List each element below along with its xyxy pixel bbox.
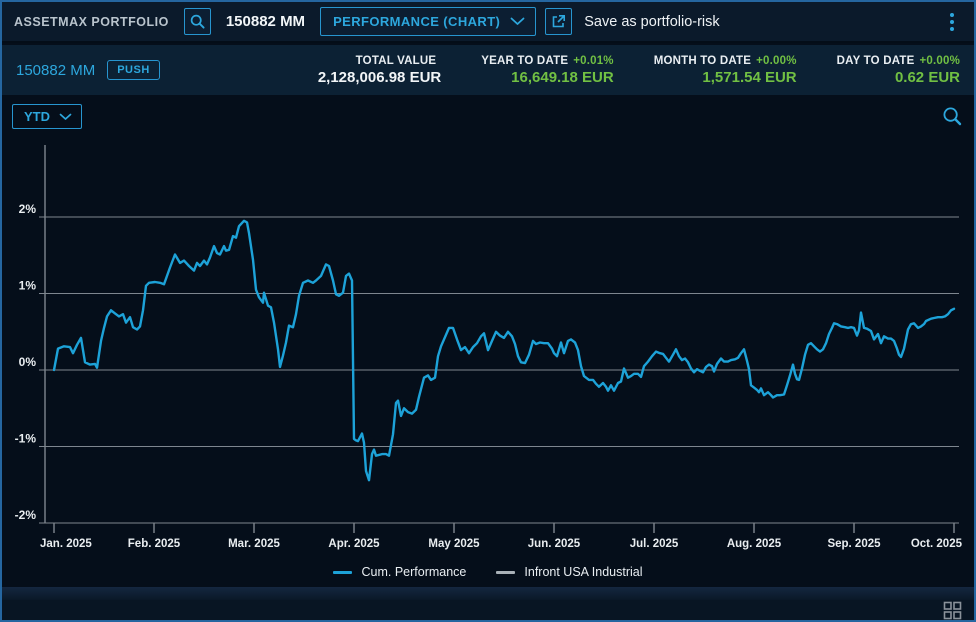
layout-grid-button[interactable]	[943, 601, 962, 620]
x-tick-label: Sep. 2025	[827, 538, 881, 550]
legend-swatch-cyan	[333, 570, 353, 574]
push-badge[interactable]: PUSH	[107, 60, 160, 80]
summary-bar: 150882 MM PUSH TOTAL VALUE 2,128,006.98 …	[2, 45, 974, 95]
x-tick-label: Feb. 2025	[128, 538, 181, 550]
stat-value: 16,649.18 EUR	[511, 68, 614, 86]
x-tick-label: Jul. 2025	[630, 538, 679, 550]
portfolio-id: 150882 MM	[225, 13, 306, 30]
legend-item-cum-performance[interactable]: Cum. Performance	[333, 565, 466, 579]
x-tick-label: Mar. 2025	[228, 538, 280, 550]
stat-month-to-date: MONTH TO DATE +0.00% 1,571.54 EUR	[654, 55, 797, 86]
chart-toolbar: YTD	[2, 104, 974, 132]
app-title: ASSETMAX PORTFOLIO	[14, 14, 169, 29]
footer-strip	[2, 587, 974, 600]
stat-year-to-date: YEAR TO DATE +0.01% 16,649.18 EUR	[481, 55, 614, 86]
y-tick-label: -1%	[15, 432, 37, 446]
legend-swatch-gray	[496, 570, 516, 574]
y-tick-label: 0%	[19, 355, 37, 369]
summary-portfolio-name: 150882 MM	[16, 61, 96, 79]
open-external-button[interactable]	[545, 8, 573, 35]
grid-2x2-icon	[943, 601, 962, 620]
x-tick-label: Apr. 2025	[328, 538, 380, 550]
y-tick-label: 1%	[19, 279, 37, 293]
footer-bar	[2, 600, 974, 620]
stat-pct: +0.00%	[919, 54, 960, 67]
chevron-down-icon	[510, 17, 525, 26]
stat-label: TOTAL VALUE	[355, 54, 437, 67]
y-tick-label: -2%	[15, 508, 37, 522]
view-selector-value: PERFORMANCE (CHART)	[333, 14, 501, 29]
legend-label: Cum. Performance	[361, 565, 467, 579]
legend-item-infront-usa-industrial[interactable]: Infront USA Industrial	[496, 565, 643, 579]
stat-day-to-date: DAY TO DATE +0.00% 0.62 EUR	[837, 55, 960, 86]
x-tick-label: Oct. 2025	[911, 538, 963, 550]
stat-value: 2,128,006.98 EUR	[317, 68, 442, 86]
stat-value: 1,571.54 EUR	[702, 68, 797, 86]
kebab-vertical-icon	[950, 12, 954, 31]
chart-zoom-button[interactable]	[940, 104, 964, 128]
view-selector-dropdown[interactable]: PERFORMANCE (CHART)	[320, 7, 537, 36]
summary-stats: TOTAL VALUE 2,128,006.98 EUR YEAR TO DAT…	[318, 55, 960, 86]
top-bar: ASSETMAX PORTFOLIO 150882 MM PERFORMANCE…	[2, 2, 974, 43]
y-tick-label: 2%	[19, 202, 37, 216]
stat-label: MONTH TO DATE	[653, 54, 752, 67]
stat-label: DAY TO DATE	[836, 54, 915, 67]
magnifier-icon	[942, 106, 962, 126]
stat-value: 0.62 EUR	[894, 68, 960, 86]
range-selector-dropdown[interactable]: YTD	[12, 104, 82, 129]
stat-label: YEAR TO DATE	[481, 54, 569, 67]
performance-line	[52, 219, 956, 482]
x-tick-label: Jun. 2025	[528, 538, 581, 550]
x-tick-label: Jan. 2025	[40, 538, 92, 550]
stat-total-value: TOTAL VALUE 2,128,006.98 EUR	[318, 55, 441, 86]
performance-chart[interactable]: 2% 1% 0% -1% -2% Jan. 2025 Feb. 2025 Mar. 2025 A…	[2, 142, 976, 560]
range-selector-value: YTD	[24, 109, 50, 124]
chevron-down-icon	[59, 113, 72, 121]
search-icon	[190, 14, 205, 29]
chart-legend: Cum. Performance Infront USA Industrial	[2, 565, 974, 579]
overflow-menu-button[interactable]	[946, 9, 958, 35]
legend-label: Infront USA Industrial	[524, 565, 643, 579]
search-button[interactable]	[183, 8, 211, 35]
save-as-action-text[interactable]: Save as portfolio-risk	[584, 13, 720, 30]
x-tick-label: May 2025	[428, 538, 480, 550]
external-link-icon	[551, 14, 566, 29]
x-tick-label: Aug. 2025	[727, 538, 782, 550]
stat-pct: +0.01%	[573, 54, 614, 67]
stat-pct: +0.00%	[756, 54, 797, 67]
